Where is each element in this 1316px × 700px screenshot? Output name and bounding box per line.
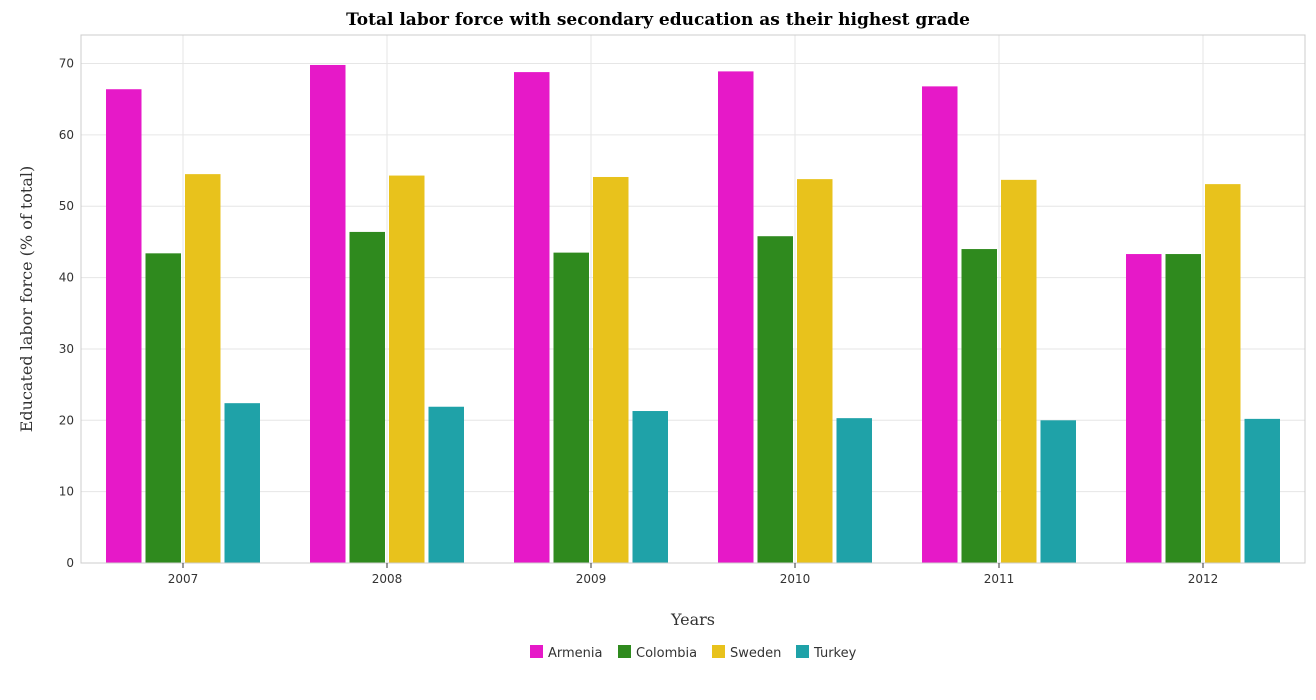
- bar-turkey-2009: [632, 411, 668, 563]
- bar-armenia-2011: [922, 86, 958, 563]
- x-axis: 2007 2008 2009 2010 2011 2012: [168, 563, 1219, 586]
- plot-frame: [80, 34, 1306, 564]
- bar-turkey-2012: [1244, 418, 1280, 563]
- x-tick-label: 2012: [1188, 572, 1219, 586]
- y-axis-label: Educated labor force (% of total): [17, 166, 36, 433]
- legend-label-colombia: Colombia: [636, 646, 697, 661]
- y-tick-label: 60: [59, 128, 74, 142]
- bar-sweden-2010: [797, 179, 833, 563]
- x-tick-label: 2008: [372, 572, 403, 586]
- x-tick-label: 2010: [780, 572, 811, 586]
- y-tick-label: 50: [59, 199, 74, 213]
- bar-sweden-2012: [1205, 184, 1241, 563]
- bar-colombia-2010: [757, 236, 793, 563]
- bar-turkey-2008: [428, 406, 464, 563]
- legend-swatch-turkey: [796, 645, 809, 658]
- bar-sweden-2008: [389, 175, 425, 563]
- legend-label-sweden: Sweden: [730, 646, 781, 661]
- x-tick-label: 2009: [576, 572, 607, 586]
- bar-colombia-2008: [349, 231, 385, 563]
- bar-armenia-2008: [310, 64, 346, 564]
- bar-armenia-2012: [1126, 254, 1162, 563]
- bar-sweden-2009: [593, 176, 629, 563]
- y-tick-label: 70: [59, 57, 74, 71]
- bar-sweden-2011: [1001, 179, 1037, 563]
- bar-sweden-2007: [185, 174, 221, 563]
- y-tick-label: 0: [66, 556, 74, 570]
- bar-colombia-2012: [1165, 254, 1201, 563]
- legend-label-turkey: Turkey: [813, 646, 857, 661]
- y-tick-label: 20: [59, 413, 74, 427]
- bar-colombia-2007: [145, 253, 181, 563]
- bar-armenia-2010: [718, 71, 754, 563]
- y-tick-label: 10: [59, 485, 74, 499]
- legend-swatch-armenia: [530, 645, 543, 658]
- y-axis: 0 10 20 30 40 50 60 70: [59, 57, 74, 570]
- bar-armenia-2009: [514, 72, 550, 564]
- x-tick-label: 2007: [168, 572, 199, 586]
- legend: Armenia Colombia Sweden Turkey: [530, 645, 857, 661]
- bars: [106, 64, 1280, 564]
- grid: [81, 35, 1305, 564]
- y-tick-label: 40: [59, 271, 74, 285]
- chart-title: Total labor force with secondary educati…: [346, 10, 970, 30]
- bar-armenia-2007: [106, 89, 142, 564]
- bar-turkey-2010: [836, 418, 872, 563]
- x-axis-label: Years: [670, 610, 715, 629]
- bar-turkey-2007: [224, 403, 260, 563]
- legend-swatch-colombia: [618, 645, 631, 658]
- legend-label-armenia: Armenia: [548, 646, 603, 661]
- x-tick-label: 2011: [984, 572, 1015, 586]
- y-tick-label: 30: [59, 342, 74, 356]
- bar-colombia-2009: [553, 252, 589, 563]
- legend-swatch-sweden: [712, 645, 725, 658]
- bar-colombia-2011: [961, 249, 997, 563]
- bar-turkey-2011: [1040, 420, 1076, 563]
